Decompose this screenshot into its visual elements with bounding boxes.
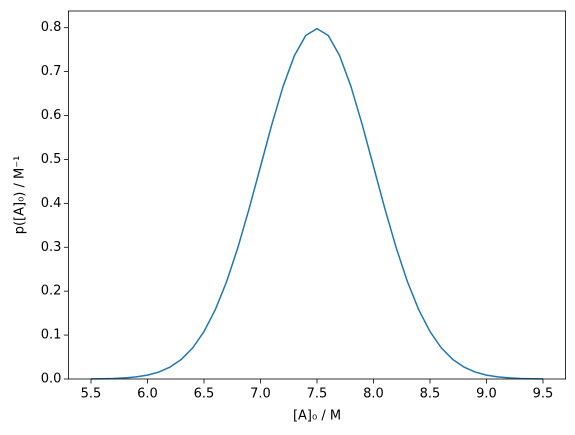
y-axis-label: p([A]₀) / M⁻¹ [13,156,28,235]
x-tick-label: 8.0 [363,387,384,402]
x-tick-label: 7.0 [250,387,271,402]
x-tick-label: 6.5 [194,387,215,402]
x-tick-label: 6.0 [137,387,158,402]
x-tick-label: 5.5 [81,387,102,402]
data-line [90,27,544,380]
y-tick-label: 0.6 [41,108,62,123]
y-tick-label: 0.5 [41,152,62,167]
x-tick-label: 8.5 [420,387,441,402]
x-axis-label: [A]₀ / M [293,409,341,424]
y-tick-label: 0.8 [41,20,62,35]
x-tick-label: 7.5 [307,387,328,402]
y-tick-label: 0.4 [41,196,62,211]
y-tick-label: 0.1 [41,328,62,343]
y-tick-label: 0.3 [41,240,62,255]
x-tick-label: 9.0 [476,387,497,402]
y-tick-label: 0.0 [41,372,62,387]
x-tick-label: 9.5 [533,387,554,402]
axes-frame [68,10,567,380]
y-tick-label: 0.7 [41,64,62,79]
y-tick-label: 0.2 [41,284,62,299]
